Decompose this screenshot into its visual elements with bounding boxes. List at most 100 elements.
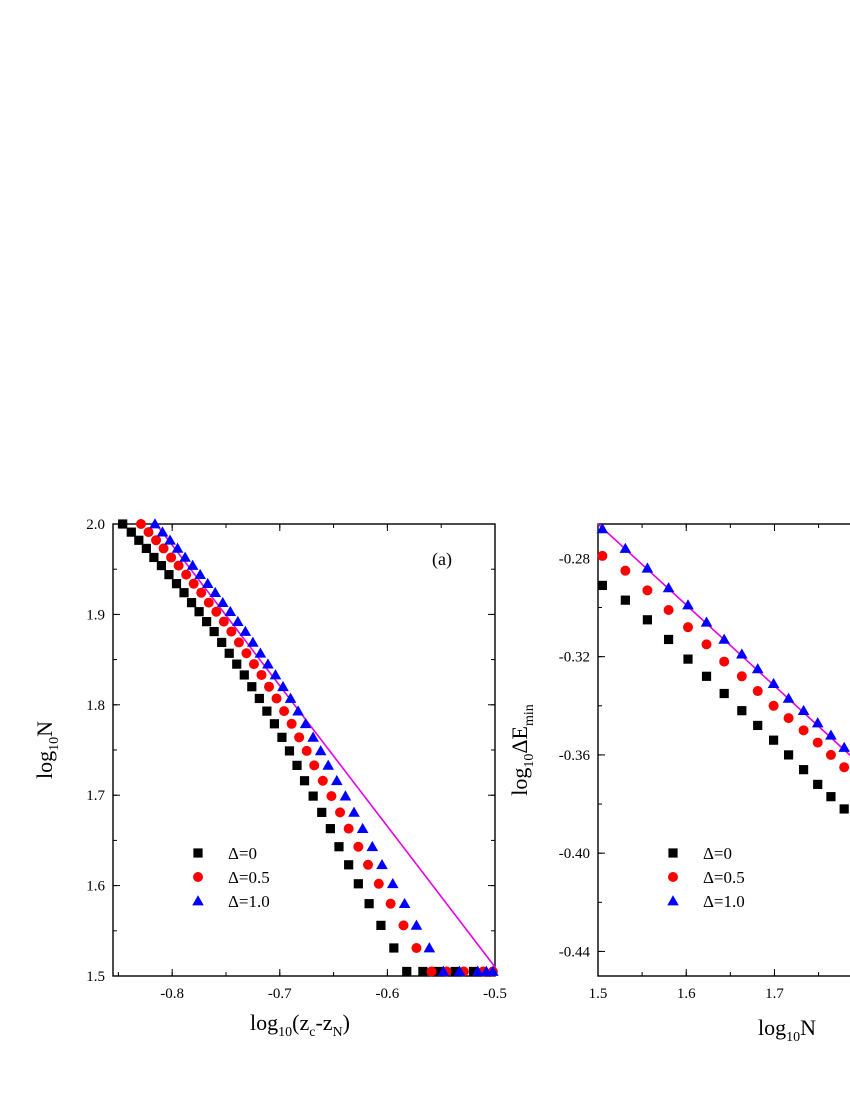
data-point-triangle: [386, 877, 399, 889]
y-tick-label: 2.0: [86, 517, 105, 533]
x-tick-label: -0.8: [160, 986, 184, 1002]
data-point-circle: [271, 693, 282, 704]
data-point-circle: [426, 966, 437, 977]
data-point-circle: [326, 791, 337, 802]
legend-label: Δ=0.5: [703, 868, 745, 887]
data-point-triangle: [171, 542, 184, 553]
data-point-circle: [363, 859, 374, 870]
data-point-square: [277, 732, 287, 742]
data-point-triangle: [239, 625, 252, 636]
data-point-triangle: [423, 942, 436, 953]
data-point-square: [325, 824, 335, 834]
data-point-square: [156, 560, 167, 571]
data-point-triangle: [437, 965, 450, 976]
data-point-triangle: [596, 523, 609, 534]
data-point-triangle: [410, 919, 423, 930]
data-point-triangle: [838, 741, 850, 752]
data-point-triangle: [700, 616, 713, 627]
data-point-triangle: [314, 745, 327, 756]
left-x-axis-label: log10(zc-zN): [250, 1010, 350, 1040]
data-point-triangle: [247, 636, 259, 647]
data-point-triangle: [262, 658, 274, 669]
data-point-square: [402, 966, 412, 977]
data-point-circle: [286, 718, 297, 729]
y-tick-label: -0.28: [559, 551, 590, 567]
data-point-square: [118, 519, 128, 529]
data-point-circle: [353, 841, 364, 852]
data-point-triangle: [356, 822, 369, 833]
data-point-square: [798, 765, 809, 775]
data-point-triangle: [284, 692, 297, 703]
data-point-circle: [597, 550, 608, 561]
data-point-triangle: [156, 526, 169, 537]
data-point-square: [317, 807, 327, 817]
data-point-circle: [812, 737, 823, 748]
data-point-triangle: [224, 605, 237, 617]
data-point-square: [164, 570, 174, 580]
data-point-square: [334, 842, 344, 852]
panel-b: 1.51.61.71.8-0.44-0.40-0.36-0.32-0.28 Δ=…: [507, 523, 850, 1045]
data-point-square: [642, 615, 653, 625]
data-point-circle: [264, 681, 275, 692]
data-point-triangle: [682, 599, 694, 610]
data-point-circle: [663, 604, 674, 615]
legend-label: Δ=1.0: [228, 892, 270, 911]
data-point-square: [701, 671, 712, 681]
data-point-circle: [411, 942, 422, 953]
data-point-circle: [181, 569, 192, 580]
data-point-square: [232, 659, 242, 669]
data-point-triangle: [348, 806, 360, 817]
data-point-square: [284, 746, 295, 756]
legend-label: Δ=0: [228, 844, 257, 863]
data-point-triangle: [641, 562, 654, 573]
data-point-square: [418, 966, 428, 977]
data-point-triangle: [232, 615, 244, 626]
panel-label-a: (a): [432, 549, 452, 570]
data-point-triangle: [751, 663, 764, 674]
data-point-circle: [736, 671, 747, 682]
data-point-circle: [719, 656, 730, 667]
data-point-circle: [398, 920, 409, 931]
data-point-circle: [839, 762, 850, 773]
left-y-axis-label: log10N: [32, 721, 62, 779]
right-plot-frame: [597, 523, 850, 977]
y-tick-label: -0.32: [559, 650, 590, 666]
data-point-circle: [683, 622, 693, 633]
data-point-square: [202, 617, 212, 627]
y-tick-label: 1.5: [86, 969, 105, 985]
data-point-circle: [135, 519, 146, 529]
right-legend: Δ=0 Δ=0.5 Δ=1.0: [667, 844, 745, 911]
data-point-circle: [188, 578, 199, 589]
data-point-square: [269, 719, 280, 729]
data-point-triangle: [366, 840, 379, 852]
data-point-square: [433, 966, 443, 977]
data-point-square: [683, 654, 693, 664]
data-point-triangle: [149, 518, 161, 529]
right-ticks: 1.51.61.71.8-0.44-0.40-0.36-0.32-0.28: [559, 524, 820, 1002]
legend-marker-square: [193, 848, 203, 858]
left-fit-line: [155, 523, 496, 968]
data-point-square: [364, 899, 374, 909]
data-point-square: [254, 693, 264, 704]
data-point-circle: [385, 898, 396, 909]
data-point-square: [597, 580, 608, 591]
data-point-square: [753, 720, 763, 731]
data-point-square: [141, 543, 151, 554]
data-point-circle: [309, 760, 320, 771]
y-tick-label: 1.9: [86, 607, 105, 623]
right-x-axis-label: log10N: [758, 1015, 816, 1045]
left-legend: Δ=0 Δ=0.5 Δ=1.0: [192, 844, 270, 911]
data-point-square: [134, 535, 144, 545]
x-tick-label: 1.7: [765, 986, 784, 1002]
data-point-circle: [701, 639, 712, 650]
data-point-square: [149, 552, 159, 563]
data-point-circle: [301, 745, 312, 756]
data-point-circle: [158, 543, 169, 554]
data-point-circle: [642, 585, 653, 596]
data-point-triangle: [718, 633, 730, 644]
data-point-square: [126, 527, 136, 537]
data-point-triangle: [201, 577, 214, 589]
data-point-triangle: [619, 542, 632, 553]
legend-marker-triangle: [192, 895, 204, 906]
data-point-square: [719, 688, 729, 699]
